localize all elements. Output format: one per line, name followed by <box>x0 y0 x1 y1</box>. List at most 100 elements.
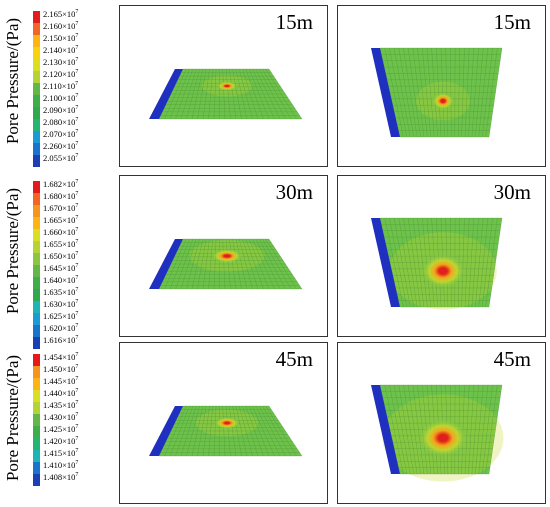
color-swatch <box>33 378 40 390</box>
legend-tick: 2.110×107 <box>43 80 78 92</box>
pressure-hotspot <box>217 81 238 91</box>
color-swatch <box>33 23 40 35</box>
color-swatch <box>33 438 40 450</box>
legend-tick: 1.650×107 <box>43 250 78 262</box>
legend-tick: 2.100×107 <box>43 92 78 104</box>
legend-tick: 2.150×107 <box>43 32 78 44</box>
legend-tick: 1.665×107 <box>43 214 78 226</box>
color-scale-bar <box>33 11 40 167</box>
color-swatch <box>33 414 40 426</box>
legend-tick: 1.682×107 <box>43 178 78 190</box>
legend-tick: 1.645×107 <box>43 262 78 274</box>
color-swatch <box>33 71 40 83</box>
legend-tick: 1.415×107 <box>43 447 78 459</box>
depth-label: 30m <box>276 180 313 205</box>
depth-label: 15m <box>494 10 531 35</box>
color-swatch <box>33 289 40 301</box>
panel-15m-oblique: 15m <box>119 5 328 167</box>
color-swatch <box>33 83 40 95</box>
color-swatch <box>33 47 40 59</box>
color-swatch <box>33 402 40 414</box>
panel-45m-closeup: 45m <box>337 342 546 504</box>
color-swatch <box>33 390 40 402</box>
legend-tick: 1.655×107 <box>43 238 78 250</box>
pressure-hotspot <box>211 249 242 263</box>
pressure-hotspot <box>432 92 454 110</box>
legend-tick: 1.680×107 <box>43 190 78 202</box>
color-swatch <box>33 155 40 167</box>
depth-label: 30m <box>494 180 531 205</box>
panel-30m-closeup: 30m <box>337 175 546 337</box>
color-swatch <box>33 11 40 23</box>
legend-tick: 2.055×107 <box>43 152 78 164</box>
legend-tick: 1.670×107 <box>43 202 78 214</box>
legend-tick: 1.410×107 <box>43 459 78 471</box>
legend-tick: 1.625×107 <box>43 310 78 322</box>
color-swatch <box>33 313 40 325</box>
color-scale-bar <box>33 181 40 349</box>
color-swatch <box>33 474 40 486</box>
legend-tick: 2.160×107 <box>43 20 78 32</box>
color-swatch <box>33 253 40 265</box>
panel-45m-oblique: 45m <box>119 342 328 504</box>
color-swatch <box>33 193 40 205</box>
panel-15m-closeup: 15m <box>337 5 546 167</box>
color-swatch <box>33 35 40 47</box>
depth-label: 45m <box>276 347 313 372</box>
depth-label: 15m <box>276 10 313 35</box>
legend-tick: 2.130×107 <box>43 56 78 68</box>
pressure-hotspot <box>421 253 466 288</box>
color-swatch <box>33 143 40 155</box>
legend-tick: 1.440×107 <box>43 387 78 399</box>
color-swatch <box>33 325 40 337</box>
color-swatch <box>33 301 40 313</box>
panel-30m-oblique: 30m <box>119 175 328 337</box>
pressure-hotspot <box>418 418 468 458</box>
pressure-hotspot <box>214 417 240 429</box>
legend-tick: 2.120×107 <box>43 68 78 80</box>
color-swatch <box>33 131 40 143</box>
y-axis-label: Pore Pressure/(Pa) <box>3 342 25 494</box>
legend-tick: 1.454×107 <box>43 351 78 363</box>
legend-tick: 1.450×107 <box>43 363 78 375</box>
color-swatch <box>33 462 40 474</box>
depth-label: 45m <box>494 347 531 372</box>
color-swatch <box>33 107 40 119</box>
legend-tick: 1.420×107 <box>43 435 78 447</box>
legend-tick: 2.070×107 <box>43 128 78 140</box>
color-swatch <box>33 181 40 193</box>
legend-tick: 1.620×107 <box>43 322 78 334</box>
legend-tick: 2.080×107 <box>43 116 78 128</box>
legend-tick: 1.635×107 <box>43 286 78 298</box>
color-swatch <box>33 95 40 107</box>
y-axis-label: Pore Pressure/(Pa) <box>3 5 25 157</box>
legend-tick: 1.630×107 <box>43 298 78 310</box>
color-swatch <box>33 265 40 277</box>
legend-tick: 1.408×107 <box>43 471 78 483</box>
color-swatch <box>33 59 40 71</box>
legend-tick: 2.260×107 <box>43 140 78 152</box>
legend-tick: 1.640×107 <box>43 274 78 286</box>
color-swatch <box>33 354 40 366</box>
color-scale-bar <box>33 354 40 486</box>
color-swatch <box>33 217 40 229</box>
legend-tick: 2.090×107 <box>43 104 78 116</box>
color-swatch <box>33 229 40 241</box>
color-swatch <box>33 366 40 378</box>
color-swatch <box>33 205 40 217</box>
legend-tick: 1.425×107 <box>43 423 78 435</box>
color-swatch <box>33 277 40 289</box>
color-swatch <box>33 426 40 438</box>
legend-tick: 1.435×107 <box>43 399 78 411</box>
legend-tick: 2.140×107 <box>43 44 78 56</box>
legend-tick: 1.660×107 <box>43 226 78 238</box>
legend-tick: 2.165×107 <box>43 8 78 20</box>
